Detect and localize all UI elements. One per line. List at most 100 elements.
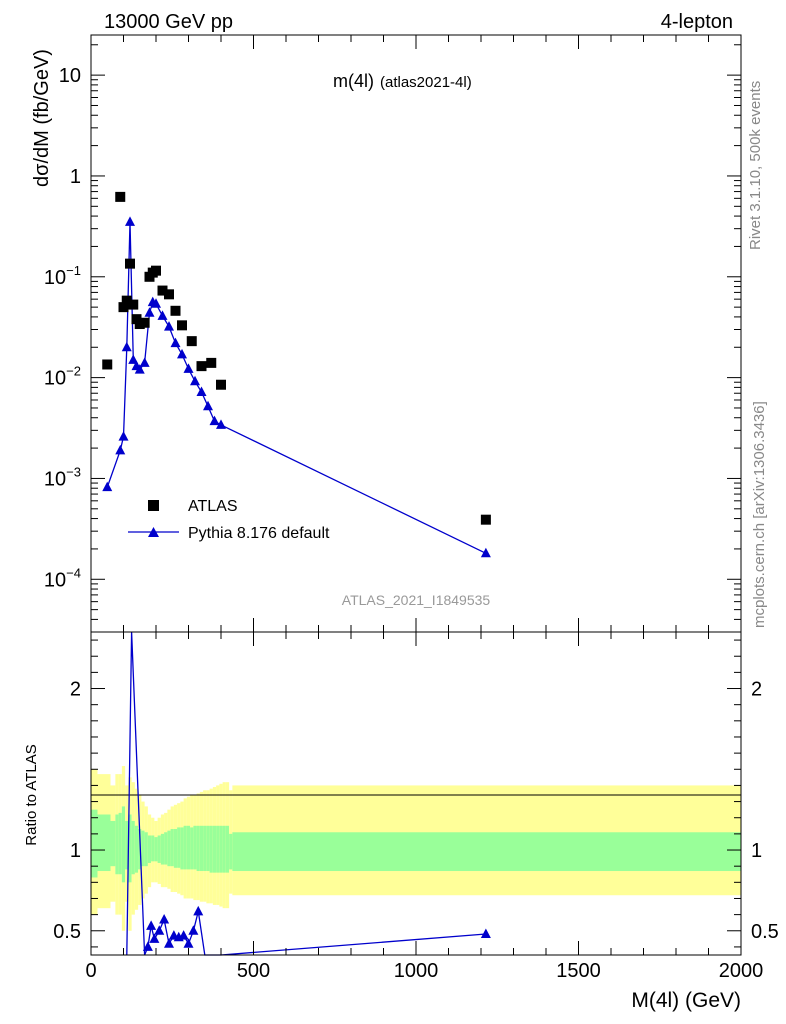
main-y-tick-base: 10 xyxy=(44,267,66,289)
ratio-mc-point xyxy=(142,941,153,951)
x-tick-label: 1500 xyxy=(556,960,601,982)
main-y-tick-label: 10−4 xyxy=(44,565,81,591)
ratio-band-inner xyxy=(216,825,220,873)
data-point xyxy=(121,295,132,306)
mc-point xyxy=(216,419,226,429)
main-y-tick-exp: −3 xyxy=(66,464,81,479)
ratio-band-inner xyxy=(222,825,226,873)
data-point xyxy=(480,514,491,525)
analysis-id: ATLAS_2021_I1849535 xyxy=(342,592,491,608)
mc-point xyxy=(196,386,207,397)
main-y-tick-base: 10 xyxy=(44,368,66,390)
legend-mc-marker xyxy=(148,527,159,537)
main-y-tick-label: 10−2 xyxy=(44,364,81,390)
ratio-band-inner xyxy=(183,825,187,870)
mc-point xyxy=(203,400,213,411)
main-y-tick-exp: −1 xyxy=(66,263,81,278)
header-left: 13000 GeV pp xyxy=(104,11,233,33)
ratio-band-inner xyxy=(125,820,129,870)
legend-data-marker xyxy=(148,500,159,511)
data-point xyxy=(151,265,161,276)
ratio-frame xyxy=(90,631,742,956)
ratio-band-inner xyxy=(190,827,194,870)
x-tick-label: 500 xyxy=(237,960,270,982)
ratio-band-inner xyxy=(160,833,165,865)
mcplots-label: mcplots.cern.ch [arXiv:1306.3436] xyxy=(751,401,768,628)
data-point xyxy=(206,357,217,368)
plot-title: m(4l) (atlas2021-4l) xyxy=(333,71,472,91)
x-axis-label: M(4l) (GeV) xyxy=(631,989,741,1012)
ratio-mc-point xyxy=(146,920,157,930)
ratio-band-inner xyxy=(199,825,204,872)
main-y-tick-base: 10 xyxy=(44,569,66,591)
ratio-uncertainty-bands xyxy=(91,766,741,931)
ratio-band-inner xyxy=(180,827,184,870)
mc-point xyxy=(183,363,194,373)
ratio-mc-point xyxy=(188,925,199,935)
ratio-band-inner xyxy=(118,812,122,875)
data-point xyxy=(164,289,174,300)
x-tick-label: 1000 xyxy=(394,960,439,982)
main-y-tick-exp: −4 xyxy=(66,565,81,580)
ratio-band-inner xyxy=(97,814,111,872)
ratio-y-tick-label-left: 0.5 xyxy=(53,921,81,943)
ratio-band-inner xyxy=(110,820,116,867)
ratio-band-inner xyxy=(206,825,210,872)
ratio-band-inner xyxy=(173,829,178,868)
data-point xyxy=(196,361,207,372)
ratio-band-inner xyxy=(196,825,200,872)
data-point xyxy=(157,285,168,296)
x-tick-label: 2000 xyxy=(719,960,764,982)
ratio-y-axis-label: Ratio to ATLAS xyxy=(23,744,40,845)
main-y-tick-label: 10−3 xyxy=(44,464,81,490)
mc-point xyxy=(151,298,161,308)
mc-point xyxy=(139,357,150,367)
ratio-band-inner xyxy=(170,829,174,867)
mc-point xyxy=(128,354,139,364)
ratio-band-inner xyxy=(219,825,223,873)
data-point xyxy=(118,302,129,313)
mc-point xyxy=(121,341,132,352)
mc-point xyxy=(157,310,168,320)
ratio-y-tick-label-left: 1 xyxy=(70,840,81,862)
ratio-y-tick-label-right: 0.5 xyxy=(751,921,779,943)
mc-point xyxy=(177,348,187,359)
x-tick-label: 0 xyxy=(85,960,96,982)
ratio-mc-point xyxy=(480,928,491,939)
data-point xyxy=(186,336,197,347)
ratio-mc-point xyxy=(154,925,165,935)
ratio-band-inner xyxy=(177,827,181,868)
ratio-band-inner xyxy=(186,825,191,870)
ratio-band-inner xyxy=(131,820,135,875)
mc-point xyxy=(118,431,129,441)
legend-data-label: ATLAS xyxy=(188,498,238,515)
ratio-band-inner xyxy=(144,832,148,867)
data-point xyxy=(139,317,150,328)
plot-title-main: m(4l) xyxy=(333,71,374,91)
ratio-y-tick-label-right: 1 xyxy=(751,840,762,862)
ratio-band-inner xyxy=(151,835,155,862)
mc-point xyxy=(170,337,181,348)
ratio-band-inner xyxy=(225,825,230,873)
ratio-band-inner xyxy=(147,835,152,863)
data-point xyxy=(177,320,187,331)
ratio-y-tick-label-right: 2 xyxy=(751,679,762,701)
main-axis-ticks xyxy=(90,35,742,633)
ratio-y-tick-label-left: 2 xyxy=(70,679,81,701)
data-point xyxy=(170,305,181,316)
ratio-band-inner xyxy=(232,832,741,872)
main-series xyxy=(102,191,491,558)
ratio-band-inner xyxy=(212,825,217,873)
mc-point xyxy=(144,307,155,317)
ratio-band-inner xyxy=(128,814,132,883)
main-y-tick-base: 1 xyxy=(70,166,81,188)
main-y-tick-label: 10 xyxy=(59,65,81,87)
ratio-mc-point xyxy=(149,933,160,943)
rivet-label: Rivet 3.1.10, 500k events xyxy=(747,81,764,250)
mc-point xyxy=(480,547,491,558)
ratio-band-inner xyxy=(141,830,145,867)
ratio-band-inner xyxy=(91,809,98,878)
ratio-band-inner xyxy=(121,806,126,883)
ratio-band-inner xyxy=(229,833,233,870)
